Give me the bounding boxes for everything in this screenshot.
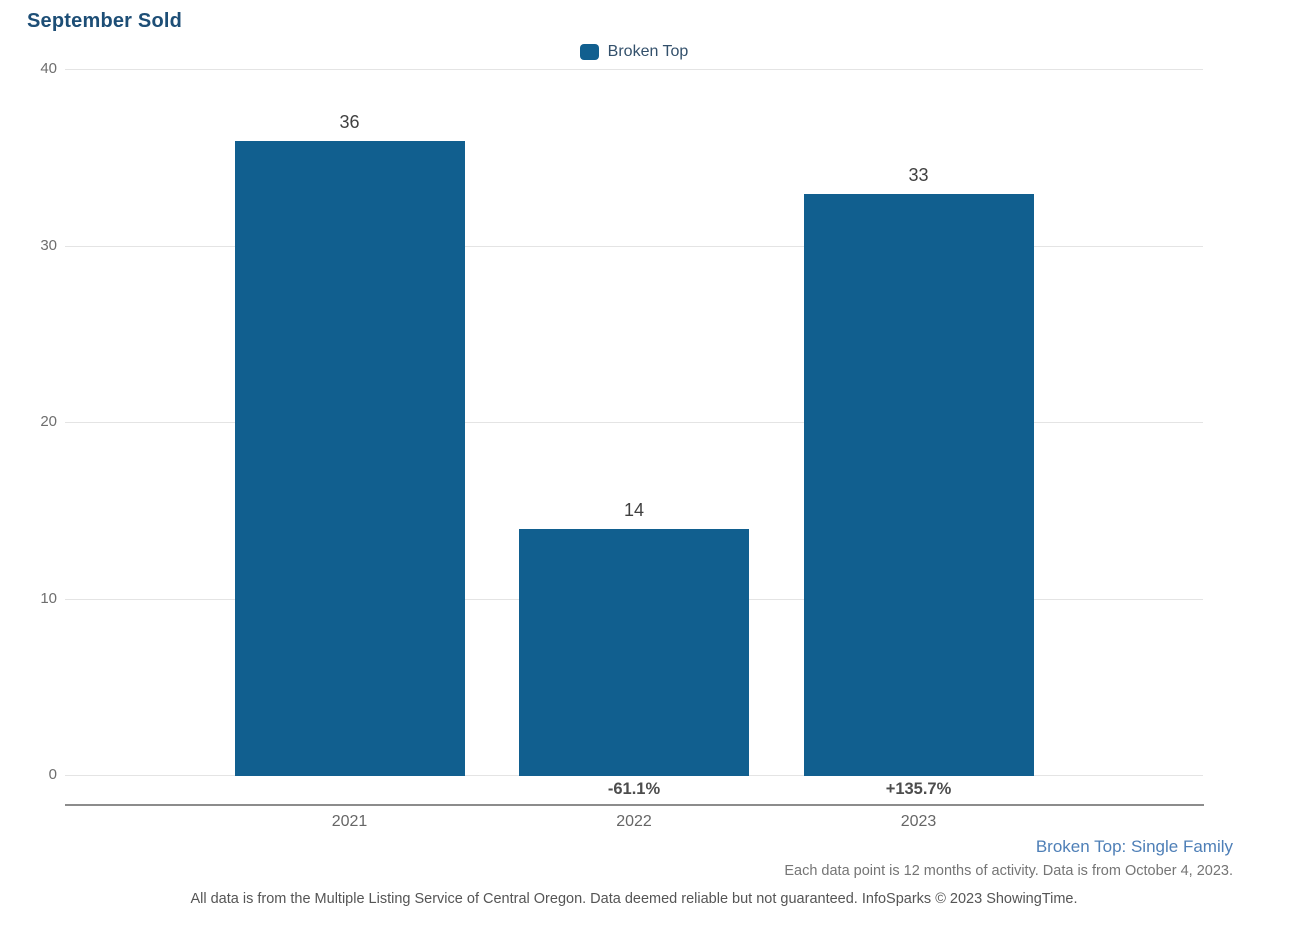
series-description: Broken Top: Single Family (1035, 837, 1233, 856)
pct-change-label: +135.7% (885, 780, 952, 798)
y-axis-tick-label: 20 (40, 413, 57, 430)
legend-swatch (579, 44, 599, 60)
data-period-note: Each data point is 12 months of activity… (784, 863, 1233, 879)
bar-value-label: 36 (339, 111, 360, 132)
bar (519, 528, 749, 776)
gridline (65, 245, 1203, 247)
chart-title: September Sold (27, 10, 183, 32)
legend-label: Broken Top (607, 43, 689, 60)
bar (803, 193, 1034, 776)
y-axis-tick-label: 0 (48, 766, 57, 783)
x-axis-tick-label: 2023 (900, 813, 937, 830)
bar (234, 140, 465, 776)
x-axis-tick-label: 2021 (331, 813, 368, 830)
y-axis-tick-label: 10 (40, 589, 57, 607)
y-axis-tick-label: 30 (40, 236, 57, 254)
gridline (65, 69, 1203, 70)
x-axis-line (65, 804, 1204, 806)
x-axis-tick-label: 2022 (616, 813, 652, 830)
y-axis-tick-label: 40 (40, 60, 57, 77)
legend: Broken Top (65, 42, 1203, 62)
bar-value-label: 33 (908, 164, 929, 185)
gridline (65, 422, 1203, 423)
bar-value-label: 14 (623, 499, 645, 520)
disclaimer: All data is from the Multiple Listing Se… (190, 891, 1078, 907)
pct-change-label: -61.1% (607, 780, 661, 798)
